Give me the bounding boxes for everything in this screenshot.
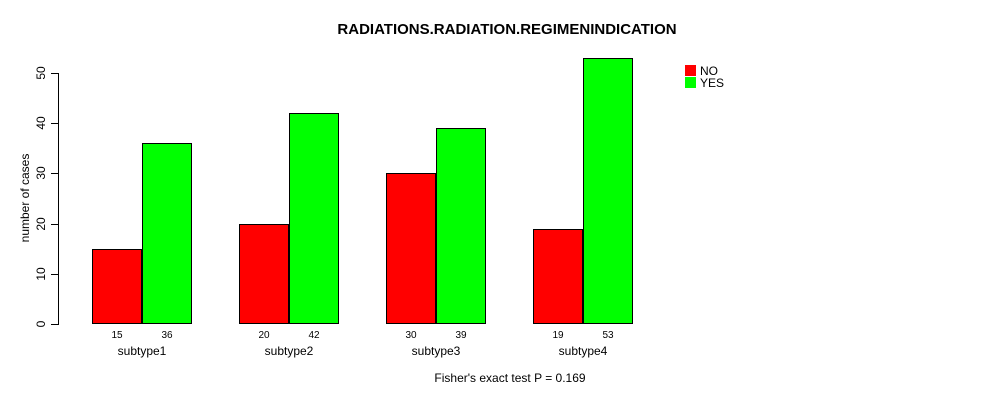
bar-value-label: 19 (552, 330, 564, 341)
bar-value-label: 39 (455, 330, 467, 341)
legend-swatch-no (685, 65, 696, 76)
chart-title: RADIATIONS.RADIATION.REGIMENINDICATION (337, 21, 677, 38)
bar-no-subtype4 (533, 229, 583, 324)
bar-yes-subtype4 (583, 58, 633, 324)
bar-value-label: 30 (405, 330, 417, 341)
annotation-text: Fisher's exact test P = 0.169 (434, 371, 586, 385)
y-tick-label: 10 (34, 267, 48, 281)
y-tick-mark (51, 73, 58, 74)
legend-swatch-yes (685, 77, 696, 88)
bar-no-subtype2 (239, 224, 289, 324)
y-axis-line (58, 73, 59, 325)
bar-yes-subtype2 (289, 113, 339, 324)
x-category-label-subtype4: subtype4 (558, 344, 608, 358)
y-tick-label: 20 (34, 217, 48, 231)
y-tick-mark (51, 224, 58, 225)
bar-value-label: 20 (258, 330, 270, 341)
legend-label-no: NO (700, 64, 718, 78)
bar-no-subtype1 (92, 249, 142, 324)
y-tick-label: 50 (34, 66, 48, 80)
y-tick-mark (51, 173, 58, 174)
bar-no-subtype3 (386, 173, 436, 324)
y-tick-label: 40 (34, 116, 48, 130)
bar-yes-subtype3 (436, 128, 486, 324)
x-category-label-subtype2: subtype2 (264, 344, 314, 358)
bar-value-label: 42 (308, 330, 320, 341)
legend-label-yes: YES (700, 76, 725, 90)
y-tick-label: 0 (34, 320, 48, 328)
y-tick-label: 30 (34, 166, 48, 180)
bar-value-label: 36 (161, 330, 173, 341)
x-category-label-subtype3: subtype3 (411, 344, 461, 358)
y-tick-mark (51, 123, 58, 124)
y-axis-title: number of cases (18, 153, 32, 243)
x-category-label-subtype1: subtype1 (117, 344, 167, 358)
y-tick-mark (51, 274, 58, 275)
y-tick-mark (51, 324, 58, 325)
bar-yes-subtype1 (142, 143, 192, 324)
bar-value-label: 53 (602, 330, 614, 341)
bar-value-label: 15 (111, 330, 123, 341)
